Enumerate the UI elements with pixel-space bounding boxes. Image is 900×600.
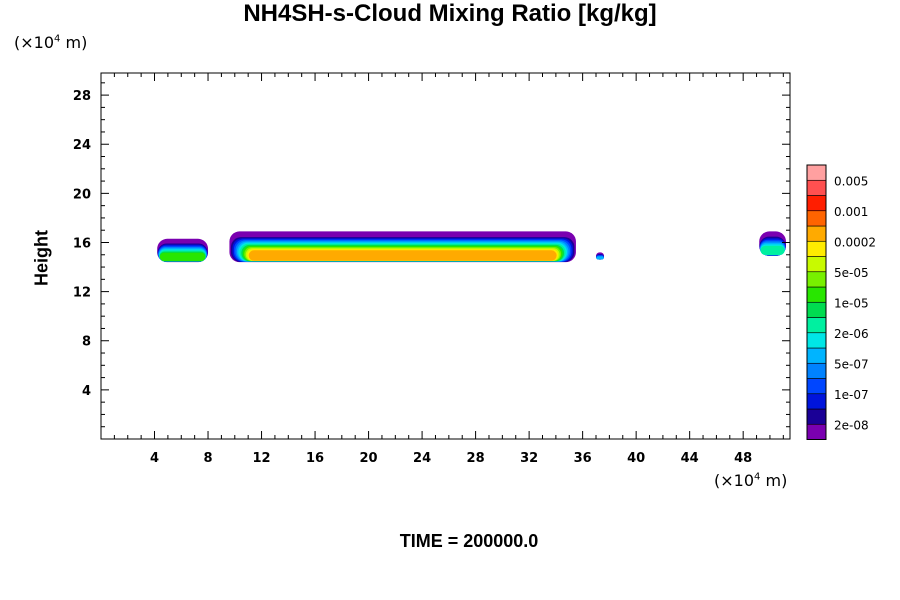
legend-swatch [806, 179, 827, 196]
y-tick-label: 28 [73, 89, 91, 104]
legend-swatch [806, 378, 827, 395]
x-unit-suffix: m) [760, 471, 788, 490]
y-axis: 4 8 12 16 20 24 28 [73, 82, 790, 428]
legend-swatch [806, 317, 827, 334]
cloud-band [760, 245, 785, 255]
color-legend: 2e-08 1e-07 5e-07 2e-06 1e-05 5e-05 0.0002 0.00… [806, 164, 876, 440]
y-unit-suffix: m) [60, 33, 88, 52]
legend-swatch [806, 423, 827, 440]
cloud-band [248, 250, 557, 261]
legend-swatch [806, 271, 827, 288]
legend-swatch [806, 362, 827, 379]
y-tick-label: 8 [82, 335, 91, 350]
y-axis-unit: (×104 m) [14, 33, 87, 52]
x-tick-label: 12 [252, 451, 270, 466]
x-tick-label: 48 [734, 451, 752, 466]
y-tick-label: 24 [73, 138, 91, 153]
legend-swatch [806, 210, 827, 227]
x-tick-label: 16 [306, 451, 324, 466]
x-axis: 4 8 12 16 20 24 28 32 36 40 44 48 [113, 73, 784, 466]
x-tick-label: 20 [360, 451, 378, 466]
legend-label: 0.0002 [834, 235, 876, 249]
cloud-band [596, 256, 604, 260]
y-tick-label: 12 [73, 286, 91, 301]
cloud-layer [157, 231, 786, 263]
legend-frame [806, 164, 827, 440]
legend-label: 0.001 [834, 205, 868, 219]
y-unit-exponent: 4 [54, 33, 61, 45]
legend-label: 5e-07 [834, 357, 869, 371]
x-tick-label: 24 [413, 451, 431, 466]
x-unit-prefix: (×10 [714, 471, 755, 490]
y-tick-label: 20 [73, 187, 91, 202]
y-tick-label: 16 [73, 236, 91, 251]
legend-label: 2e-06 [834, 327, 869, 341]
legend-swatch [806, 347, 827, 364]
legend-swatch [806, 393, 827, 410]
legend-swatch [806, 164, 827, 181]
time-annotation: TIME = 200000.0 [399, 531, 539, 551]
legend-label: 1e-05 [834, 296, 869, 310]
x-unit-exponent: 4 [754, 471, 761, 483]
x-tick-label: 8 [204, 451, 213, 466]
x-tick-label: 28 [467, 451, 485, 466]
legend-swatch [806, 195, 827, 212]
x-axis-unit: (×104 m) [714, 471, 787, 490]
x-tick-label: 44 [681, 451, 699, 466]
cloud-band [159, 252, 206, 262]
x-tick-label: 40 [627, 451, 645, 466]
legend-label: 0.005 [834, 174, 868, 188]
legend-swatch [806, 332, 827, 349]
legend-swatch [806, 301, 827, 318]
x-tick-label: 4 [150, 451, 159, 466]
legend-label: 1e-07 [834, 388, 869, 402]
legend-swatch [806, 240, 827, 257]
legend-swatch [806, 256, 827, 273]
plot-frame [100, 72, 791, 440]
legend-swatch [806, 225, 827, 242]
chart-title: NH4SH-s-Cloud Mixing Ratio [kg/kg] [243, 0, 657, 27]
legend-label: 5e-05 [834, 266, 869, 280]
legend-label: 2e-08 [834, 418, 869, 432]
legend-swatch [806, 286, 827, 303]
legend-swatch [806, 408, 827, 425]
y-unit-prefix: (×10 [14, 33, 55, 52]
y-tick-label: 4 [82, 384, 91, 399]
x-tick-label: 32 [520, 451, 538, 466]
x-tick-label: 36 [574, 451, 592, 466]
